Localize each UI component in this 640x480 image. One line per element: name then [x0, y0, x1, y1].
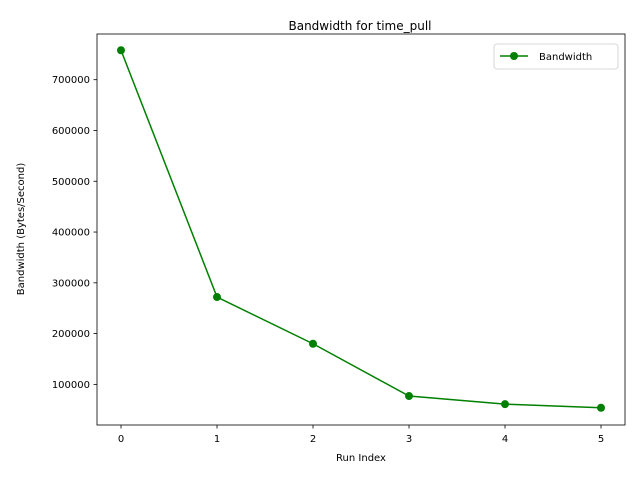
x-tick-label: 2 [310, 434, 316, 445]
y-tick-label: 400000 [52, 228, 90, 239]
data-point [309, 339, 317, 348]
x-tick-label: 3 [406, 434, 412, 445]
legend-label-bandwidth: Bandwidth [539, 52, 592, 63]
y-tick-label: 700000 [52, 75, 90, 86]
y-axis-label: Bandwidth (Bytes/Second) [16, 163, 27, 296]
x-axis-label: Run Index [336, 453, 386, 464]
y-axis-ticks: 100000 200000 300000 400000 500000 600000 7000… [52, 75, 97, 391]
legend-box [493, 43, 619, 70]
y-tick-label: 500000 [52, 177, 90, 188]
plot-area [96, 33, 626, 426]
series-line-bandwidth [120, 49, 602, 409]
y-tick-label: 300000 [52, 278, 90, 289]
legend: Bandwidth [493, 43, 619, 70]
legend-marker-swatch [510, 52, 518, 60]
y-tick-label: 200000 [52, 329, 90, 340]
x-tick-label: 4 [502, 434, 508, 445]
y-tick-label: 600000 [52, 126, 90, 137]
data-point [405, 392, 413, 401]
x-tick-label: 0 [118, 434, 124, 445]
data-point [597, 403, 605, 412]
y-tick-label: 100000 [52, 380, 90, 391]
data-point [117, 46, 125, 55]
data-point [501, 400, 509, 409]
x-axis-ticks: 0 1 2 3 4 5 [118, 425, 604, 445]
x-tick-label: 5 [598, 434, 604, 445]
x-tick-label: 1 [214, 434, 220, 445]
plot-frame [96, 33, 626, 426]
data-point [213, 293, 221, 302]
series-layer [117, 46, 605, 412]
chart-title: Bandwidth for time_pull [288, 19, 431, 33]
